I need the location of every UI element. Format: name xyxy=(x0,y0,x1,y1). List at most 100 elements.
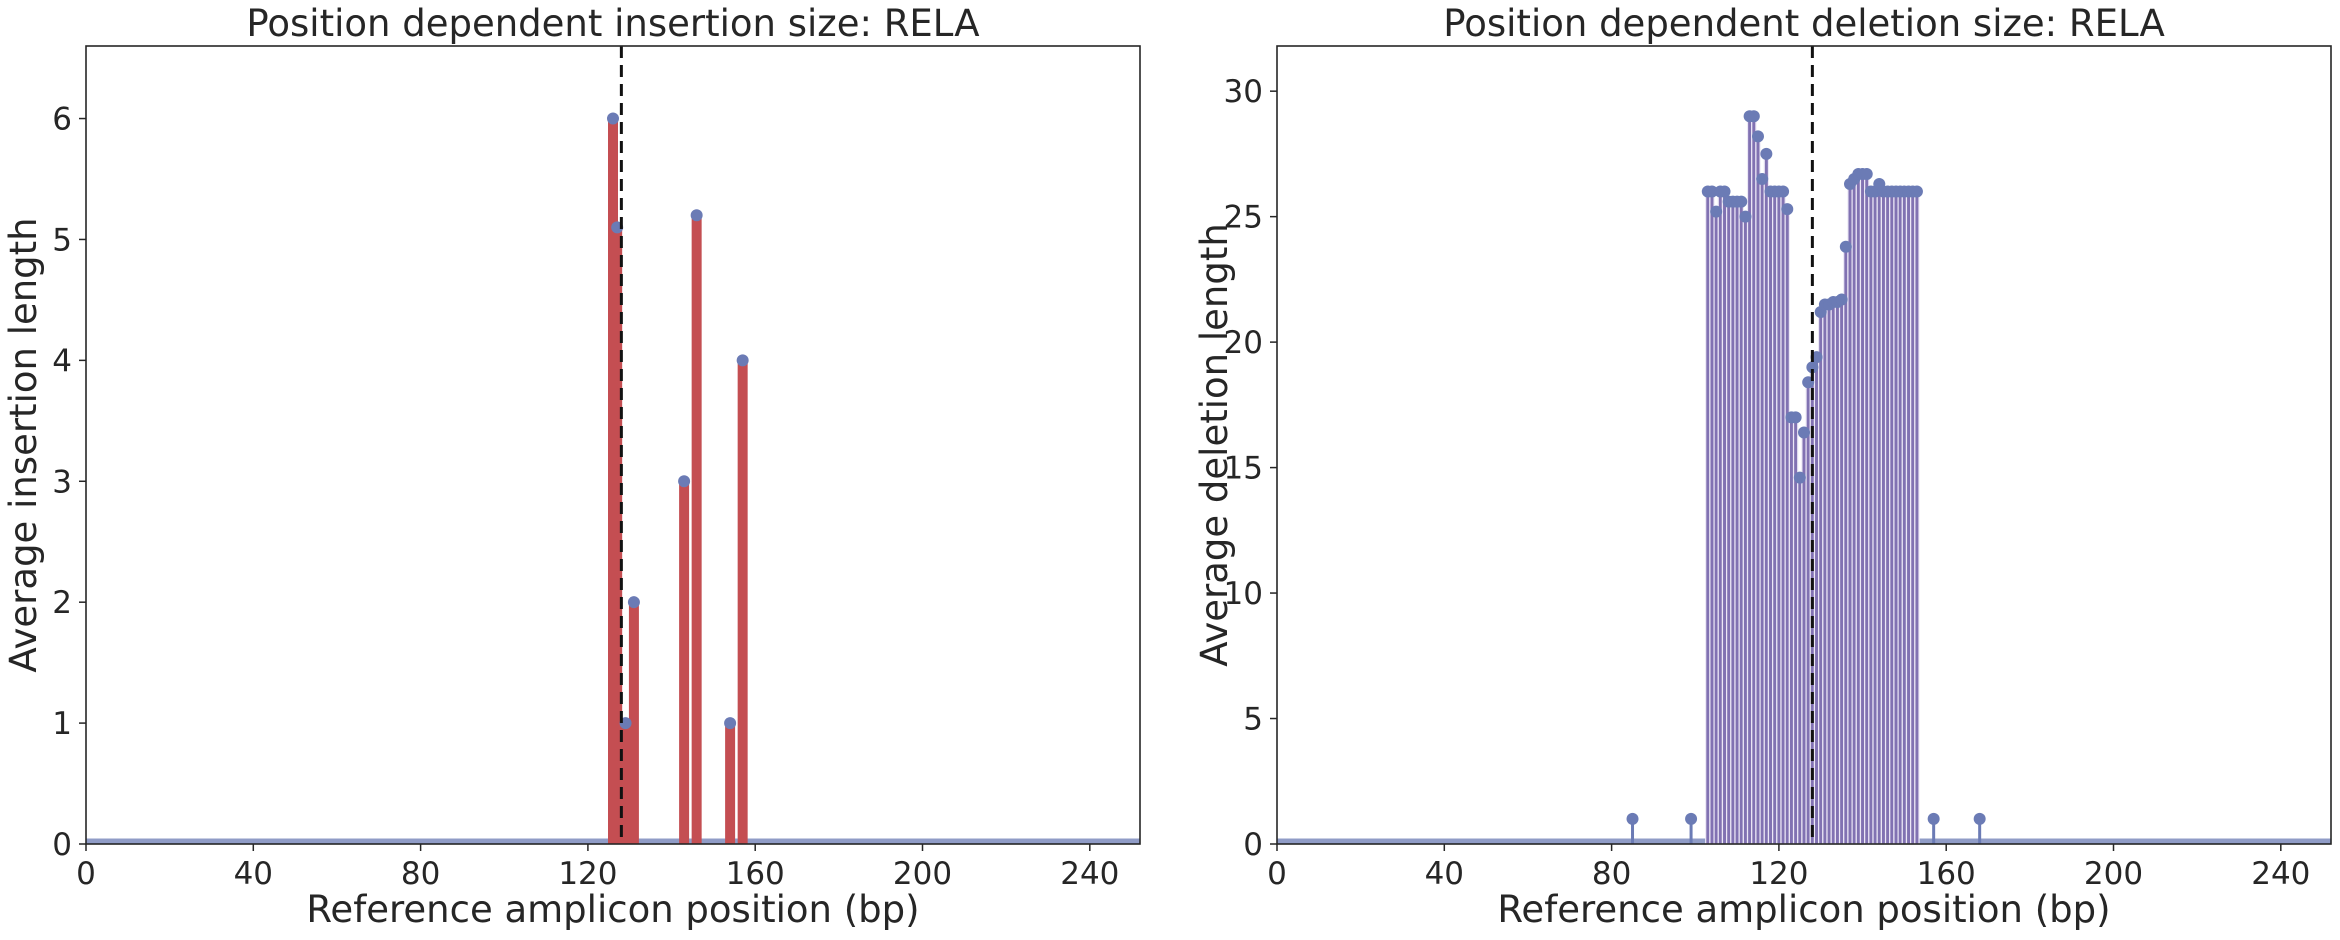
insertion-marker xyxy=(690,209,703,222)
deletion-marker xyxy=(1781,203,1794,216)
x-axis-label: Reference amplicon position (bp) xyxy=(1497,888,2110,931)
deletion-bar xyxy=(1822,303,1828,845)
deletion-marker xyxy=(1735,195,1748,208)
x-axis-label: Reference amplicon position (bp) xyxy=(306,888,919,931)
deletion-bar xyxy=(1709,190,1715,845)
plot-frame xyxy=(1276,45,2332,845)
deletion-bar xyxy=(1847,183,1853,845)
deletion-marker xyxy=(1793,471,1806,484)
y-tick-label: 20 xyxy=(1224,325,1263,361)
y-tick-label: 1 xyxy=(52,706,72,742)
x-tick-label: 160 xyxy=(1917,856,1976,892)
insertion-marker xyxy=(736,354,749,367)
insertion-marker xyxy=(678,475,691,488)
deletion-bar xyxy=(1784,208,1790,845)
deletion-marker xyxy=(1747,110,1760,123)
y-tick-label: 30 xyxy=(1224,74,1263,110)
deletion-bar xyxy=(1855,173,1862,845)
chart-title: Position dependent insertion size: RELA xyxy=(246,2,979,45)
deletion-marker xyxy=(1777,185,1790,198)
x-tick-label: 40 xyxy=(234,856,273,892)
deletion-bar xyxy=(1767,190,1774,845)
insertion-bar xyxy=(691,215,702,845)
deletion-bar xyxy=(1864,173,1870,845)
deletion-bar xyxy=(1830,301,1836,845)
x-tick-label: 120 xyxy=(1749,856,1808,892)
deletion-marker xyxy=(1789,411,1802,424)
deletion-bar xyxy=(1905,190,1912,845)
deletion-marker xyxy=(1835,293,1848,306)
deletion-bar xyxy=(1801,431,1807,845)
deletion-bar xyxy=(1818,311,1824,845)
deletion-marker xyxy=(1760,147,1773,160)
y-axis-label: Average deletion length xyxy=(1193,223,1236,667)
insertion-marker xyxy=(724,717,737,730)
x-tick-label: 200 xyxy=(893,856,952,892)
insertion-bar xyxy=(612,227,623,844)
x-tick-label: 160 xyxy=(726,856,785,892)
deletion-bar xyxy=(1834,301,1841,845)
x-tick-label: 80 xyxy=(401,856,440,892)
insertion-size-panel: 0 40 80 120 160 200 240 0 1 2 3 4 5 6 Position depende… xyxy=(2,2,1141,931)
deletion-bar xyxy=(1872,190,1878,845)
deletion-marker xyxy=(1710,205,1723,218)
x-tick-label: 80 xyxy=(1592,856,1631,892)
deletion-bar xyxy=(1813,356,1820,845)
deletion-bar xyxy=(1838,298,1845,845)
deletion-bar xyxy=(1730,200,1736,845)
y-tick-label: 6 xyxy=(52,102,72,138)
deletion-marker xyxy=(1718,185,1731,198)
insertion-bar xyxy=(628,602,639,844)
deletion-marker xyxy=(1860,167,1873,180)
deletion-bar xyxy=(1805,381,1811,845)
deletion-marker xyxy=(1626,812,1639,825)
insertion-bar xyxy=(679,481,690,844)
x-tick-label: 240 xyxy=(1060,856,1119,892)
deletion-bar xyxy=(1884,190,1891,845)
deletion-bar xyxy=(1717,190,1724,845)
insertion-bar xyxy=(737,360,748,844)
deletion-marker xyxy=(1839,240,1852,253)
x-tick-label: 240 xyxy=(2251,856,2310,892)
y-tick-label: 25 xyxy=(1224,200,1263,236)
deletion-marker xyxy=(1910,185,1923,198)
deletion-bar xyxy=(1893,190,1899,845)
deletion-bar xyxy=(1851,178,1857,845)
deletion-bar xyxy=(1843,246,1849,845)
deletion-bar xyxy=(1738,200,1744,845)
y-tick-label: 10 xyxy=(1224,576,1263,612)
y-axis-label: Average insertion length xyxy=(2,217,45,672)
chart-title: Position dependent deletion size: RELA xyxy=(1443,2,2165,45)
y-tick-label: 4 xyxy=(52,343,72,379)
deletion-bar xyxy=(1868,190,1874,845)
deletion-size-panel: 0 40 80 120 160 200 240 0 5 10 15 20 25 30 Position de… xyxy=(1193,2,2332,931)
deletion-bar xyxy=(1914,190,1920,845)
deletion-bar xyxy=(1780,190,1786,845)
x-tick-label: 200 xyxy=(2084,856,2143,892)
insertion-marker xyxy=(627,596,640,609)
x-tick-label: 120 xyxy=(558,856,617,892)
deletion-bar xyxy=(1889,190,1895,845)
deletion-bar xyxy=(1755,135,1761,845)
deletion-bar xyxy=(1876,183,1882,845)
deletion-marker xyxy=(1685,812,1698,825)
y-tick-label: 5 xyxy=(52,222,72,258)
deletion-bar xyxy=(1826,303,1832,845)
deletion-bar xyxy=(1897,190,1903,845)
insertion-bar xyxy=(620,723,631,844)
deletion-bar xyxy=(1910,190,1916,845)
deletion-marker xyxy=(1973,812,1986,825)
deletion-bar xyxy=(1797,477,1803,845)
deletion-bar xyxy=(1751,115,1757,845)
y-tick-label: 5 xyxy=(1243,702,1263,738)
x-tick-label: 0 xyxy=(76,856,96,892)
deletion-marker xyxy=(1806,361,1819,374)
deletion-bar xyxy=(1880,190,1887,845)
deletion-bar xyxy=(1859,173,1866,845)
deletion-bar xyxy=(1772,190,1778,845)
deletion-bar xyxy=(1726,200,1732,845)
deletion-marker xyxy=(1798,426,1810,439)
deletion-bar xyxy=(1713,211,1719,845)
deletion-marker xyxy=(1705,185,1718,198)
